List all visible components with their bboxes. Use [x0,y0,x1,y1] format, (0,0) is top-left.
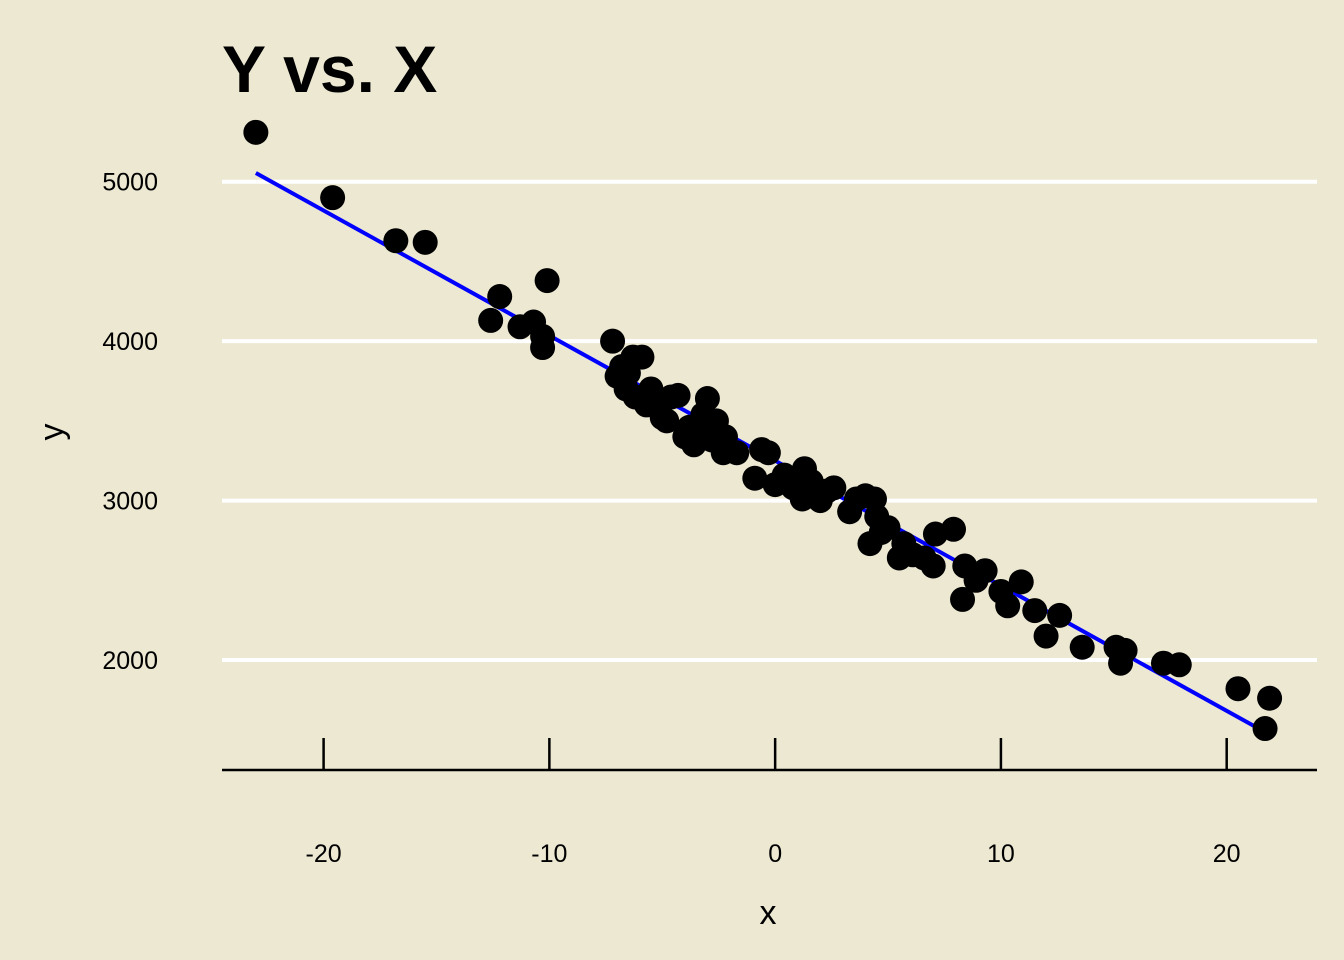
data-point [1047,602,1073,628]
data-point [1008,569,1034,595]
data-point [478,307,504,333]
data-point [534,268,560,294]
chart-title: Y vs. X [222,32,437,106]
y-tick-labels: 2000 3000 4000 5000 [102,169,158,675]
data-point [742,465,768,491]
data-point [1022,598,1048,624]
data-point [755,440,781,466]
data-point [941,516,967,542]
data-point [821,475,847,501]
data-point [1112,637,1138,663]
y-tick-label: 4000 [102,328,158,356]
data-point [243,119,269,145]
x-tick-label: 10 [987,840,1015,868]
data-point [487,284,513,310]
data-point [724,440,750,466]
data-point [950,586,976,612]
data-point [995,593,1021,619]
y-axis-label: y [33,424,71,441]
x-tick-label: 0 [768,840,782,868]
data-point [1166,652,1192,678]
data-point [665,382,691,408]
data-point [875,515,901,541]
data-point [694,386,720,412]
data-point [972,558,998,584]
x-ticks: -20 -10 0 10 20 [306,738,1241,868]
x-tick-label: -10 [531,840,567,868]
grid-lines [222,179,1317,662]
x-tick-label: 20 [1213,840,1241,868]
data-point [629,344,655,370]
data-point [1033,623,1059,649]
data-points [243,119,1283,742]
data-point [654,408,680,434]
data-point [1069,634,1095,660]
y-tick-label: 3000 [102,488,158,516]
data-point [920,553,946,579]
x-axis-label: x [760,894,777,932]
data-point [1252,716,1278,742]
data-point [383,228,409,254]
data-point [320,185,346,211]
y-tick-label: 5000 [102,169,158,197]
data-point [600,328,626,354]
data-point [530,335,556,361]
data-point [1257,685,1283,711]
data-point [1225,676,1251,702]
x-tick-label: -20 [306,840,342,868]
y-tick-label: 2000 [102,647,158,675]
data-point [412,229,438,255]
